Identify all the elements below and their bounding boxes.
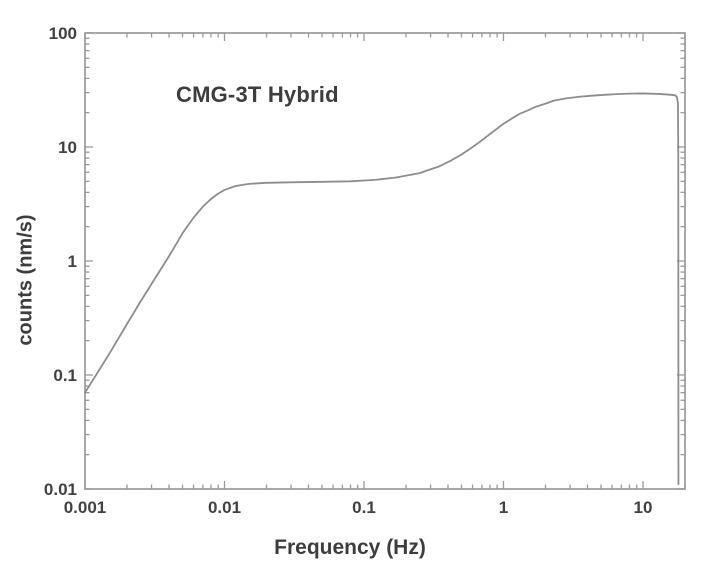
x-tick-label: 0.01 bbox=[208, 498, 241, 517]
chart-title: CMG-3T Hybrid bbox=[176, 82, 339, 107]
x-axis-title: Frequency (Hz) bbox=[274, 536, 426, 559]
x-tick-label: 0.001 bbox=[64, 498, 107, 517]
y-tick-label: 100 bbox=[49, 24, 77, 43]
response-curve bbox=[84, 92, 680, 486]
x-tick-label: 1 bbox=[499, 498, 508, 517]
y-axis-title: counts (nm/s) bbox=[14, 214, 37, 346]
x-tick-label: 0.1 bbox=[352, 498, 376, 517]
plot-frame bbox=[84, 32, 686, 490]
y-tick-label: 1 bbox=[68, 252, 77, 271]
y-tick-label: 0.01 bbox=[44, 480, 77, 499]
y-tick-label: 10 bbox=[58, 138, 77, 157]
x-tick-label: 10 bbox=[634, 498, 653, 517]
y-tick-label: 0.1 bbox=[53, 366, 77, 385]
